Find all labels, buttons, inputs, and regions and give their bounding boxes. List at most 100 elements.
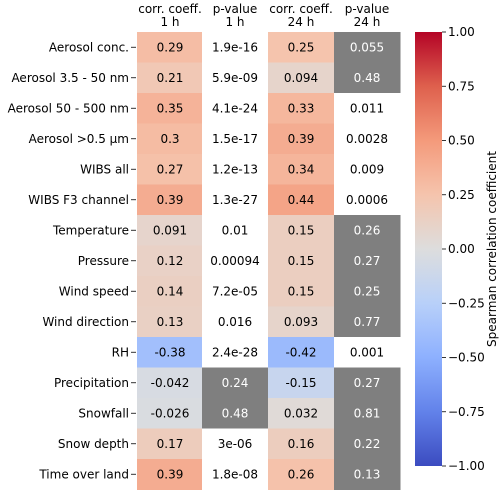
- cell-value-label: -0.38: [154, 345, 185, 359]
- correlation-cell: [137, 428, 204, 460]
- cell-value-label: 2.4e-28: [212, 345, 258, 359]
- pvalue-cell: [202, 398, 269, 429]
- pvalue-cell: [202, 276, 269, 307]
- cell-value-label: 0.15: [288, 284, 315, 298]
- row-label: Pressure: [78, 254, 129, 268]
- cell-value-label: 1.2e-13: [212, 162, 258, 176]
- colorbar-tick-label: 0.25: [448, 188, 475, 202]
- correlation-cell: [268, 215, 335, 246]
- row-label: Time over land: [38, 467, 129, 481]
- cell-value-label: 0.01: [222, 223, 249, 237]
- correlation-cell: [268, 367, 335, 399]
- cell-value-label: -0.026: [151, 406, 190, 420]
- row-labels: Aerosol conc. Aerosol 3.5 - 50 nm Aerosol …: [8, 40, 136, 481]
- cell-value-label: 0.17: [157, 437, 184, 451]
- column-header: corr. coeff. 1 h: [138, 2, 202, 29]
- cell-value-label: 0.12: [157, 254, 184, 268]
- colorbar-label: Spearman correlation coefficient: [485, 151, 499, 347]
- correlation-cell: [137, 62, 204, 94]
- correlation-cell: [268, 428, 335, 460]
- colorbar-tick-label: −0.75: [448, 405, 485, 419]
- cell-value-label: 0.22: [354, 437, 381, 451]
- pvalue-cell: [334, 154, 401, 185]
- correlation-cell: [268, 276, 335, 307]
- pvalue-cell: [202, 367, 269, 399]
- colorbar-tick-label: 1.00: [448, 25, 475, 39]
- pvalue-cell: [334, 398, 401, 429]
- correlation-cell: [137, 184, 204, 216]
- column-header: p-value 24 h: [345, 2, 389, 29]
- pvalue-cell: [334, 32, 401, 63]
- row-label: WIBS F3 channel: [28, 193, 129, 207]
- cell-value-label: 0.77: [354, 315, 381, 329]
- pvalue-cell: [334, 459, 401, 490]
- colorbar-tick-label: −0.50: [448, 351, 485, 365]
- cell-value-label: 1.8e-08: [212, 467, 258, 481]
- row-label: Wind direction: [42, 315, 129, 329]
- cell-value-label: 0.14: [157, 284, 184, 298]
- pvalue-cell: [334, 245, 401, 277]
- row-label: Precipitation: [54, 376, 129, 390]
- correlation-cell: [137, 306, 204, 338]
- pvalue-cell: [202, 184, 269, 216]
- cell-value-label: 0.009: [350, 162, 384, 176]
- pvalue-cell: [202, 215, 269, 246]
- cell-value-label: 0.091: [153, 223, 187, 237]
- row-label: Temperature: [52, 223, 129, 237]
- cell-value-label: 1.5e-17: [212, 132, 258, 146]
- correlation-cell: [137, 398, 204, 429]
- cell-value-label: 0.39: [157, 467, 184, 481]
- cell-value-label: 0.27: [354, 254, 381, 268]
- cell-value-label: 0.15: [288, 254, 315, 268]
- cell-value-label: 0.26: [354, 223, 381, 237]
- cell-value-label: 0.055: [350, 40, 384, 54]
- pvalue-cell: [202, 245, 269, 277]
- cell-value-label: 0.48: [222, 406, 249, 420]
- correlation-cell: [268, 306, 335, 338]
- cell-value-label: 5.9e-09: [212, 71, 258, 85]
- pvalue-cell: [202, 154, 269, 185]
- cell-value-label: 0.21: [157, 71, 184, 85]
- cell-value-label: 0.39: [288, 132, 315, 146]
- cell-value-label: 0.001: [350, 345, 384, 359]
- correlation-cell: [137, 337, 204, 368]
- cell-value-label: 0.33: [288, 101, 315, 115]
- pvalue-cell: [202, 32, 269, 63]
- cell-value-label: 0.81: [354, 406, 381, 420]
- cell-value-label: 1.9e-16: [212, 40, 258, 54]
- column-header: p-value 1 h: [213, 2, 257, 29]
- correlation-cell: [137, 459, 204, 490]
- cell-value-label: 0.011: [350, 101, 384, 115]
- pvalue-cell: [202, 428, 269, 460]
- cell-value-label: 0.3: [160, 132, 179, 146]
- cell-value-label: 0.094: [284, 71, 318, 85]
- colorbar-tick-label: 0.00: [448, 242, 475, 256]
- pvalue-cell: [334, 62, 401, 94]
- heatmap-cells: 0.29 1.9e-16 0.25 0.055 0.21 5.9e-09 0.094 0.48…: [137, 32, 401, 490]
- pvalue-cell: [202, 123, 269, 155]
- row-label: Aerosol >0.5 µm: [29, 132, 129, 146]
- pvalue-cell: [334, 93, 401, 124]
- row-label: Snow depth: [58, 437, 129, 451]
- colorbar-gradient: [415, 32, 442, 466]
- pvalue-cell: [202, 306, 269, 338]
- correlation-cell: [268, 32, 335, 63]
- cell-value-label: 0.15: [288, 223, 315, 237]
- column-headers: corr. coeff. 1 h p-value 1 h corr. coeff. 24 …: [138, 2, 389, 29]
- cell-value-label: 0.39: [157, 193, 184, 207]
- pvalue-cell: [334, 306, 401, 338]
- correlation-cell: [268, 184, 335, 216]
- cell-value-label: 0.16: [288, 437, 315, 451]
- pvalue-cell: [202, 337, 269, 368]
- correlation-cell: [268, 245, 335, 277]
- pvalue-cell: [202, 93, 269, 124]
- cell-value-label: 0.00094: [210, 254, 260, 268]
- correlation-cell: [137, 276, 204, 307]
- correlation-cell: [268, 337, 335, 368]
- cell-value-label: 0.25: [288, 40, 315, 54]
- colorbar-tick-label: 0.75: [448, 79, 475, 93]
- colorbar-tick-label: −0.25: [448, 296, 485, 310]
- cell-value-label: 0.24: [222, 376, 249, 390]
- pvalue-cell: [202, 62, 269, 94]
- cell-value-label: 0.13: [354, 467, 381, 481]
